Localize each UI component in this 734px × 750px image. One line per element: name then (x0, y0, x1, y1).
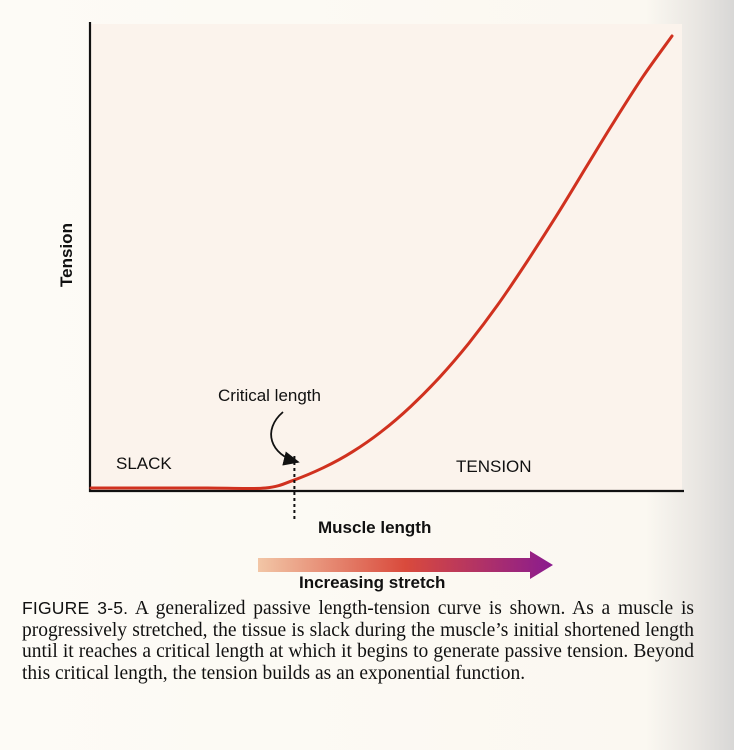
y-axis-label: Tension (57, 223, 76, 287)
figure-caption-text: A generalized passive length-tension cur… (22, 598, 694, 684)
tension-label: TENSION (456, 457, 532, 476)
critical-length-label: Critical length (218, 386, 321, 405)
x-axis-label: Muscle length (318, 518, 431, 537)
length-tension-chart: Tension Critical length SLACK TENSION Mu… (57, 22, 684, 592)
plot-area (90, 24, 682, 490)
figure-caption: FIGURE 3-5. A generalized passive length… (22, 598, 694, 684)
increasing-stretch-arrow (258, 551, 553, 579)
increasing-stretch-label: Increasing stretch (299, 573, 445, 592)
series-line-tension-curve (89, 34, 674, 491)
stretch-arrow-shape (258, 551, 553, 579)
figure-caption-label: FIGURE 3-5. (22, 598, 129, 618)
critical-length-pointer-arrow (270, 411, 300, 466)
slack-label: SLACK (116, 454, 172, 473)
